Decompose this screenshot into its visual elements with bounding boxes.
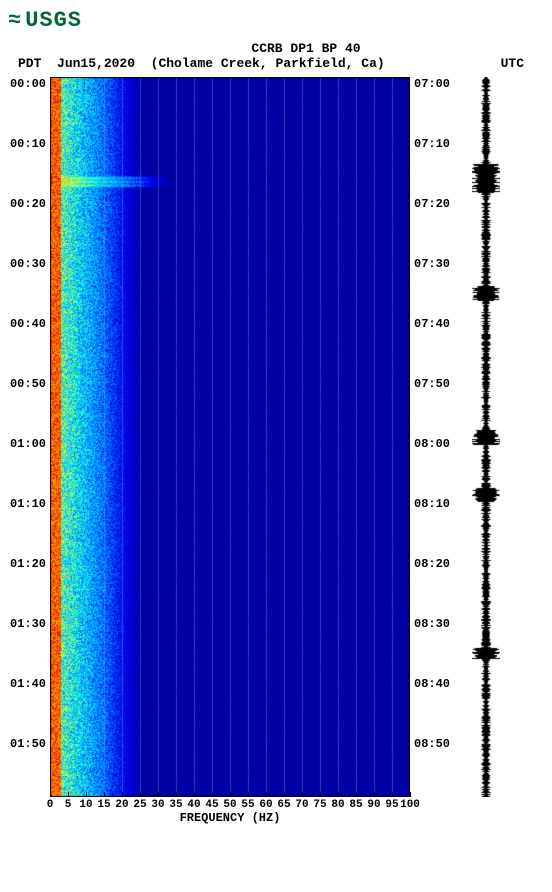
- y-right-tick: 08:50: [414, 737, 450, 751]
- y-right-tick: 07:40: [414, 317, 450, 331]
- y-left-tick: 00:20: [10, 197, 46, 211]
- x-tick: 30: [151, 799, 164, 811]
- x-tick: 85: [349, 799, 362, 811]
- y-right-tick: 08:20: [414, 557, 450, 571]
- y-left-tick: 01:20: [10, 557, 46, 571]
- x-axis: 0510152025303540455055606570758085909510…: [50, 797, 410, 827]
- x-tick: 35: [169, 799, 182, 811]
- y-right-tick: 08:00: [414, 437, 450, 451]
- x-tick: 80: [331, 799, 344, 811]
- x-tick: 45: [205, 799, 218, 811]
- spectrogram-wrap: 0510152025303540455055606570758085909510…: [50, 77, 410, 827]
- x-tick: 15: [97, 799, 110, 811]
- y-right-tick: 07:10: [414, 137, 450, 151]
- y-left-tick: 01:50: [10, 737, 46, 751]
- x-tick: 25: [133, 799, 146, 811]
- y-left-tick: 00:40: [10, 317, 46, 331]
- y-left-tick: 00:00: [10, 77, 46, 91]
- y-right-tick: 07:50: [414, 377, 450, 391]
- x-tick: 40: [187, 799, 200, 811]
- x-tick: 75: [313, 799, 326, 811]
- y-left-tick: 00:50: [10, 377, 46, 391]
- y-axis-left: 00:00 00:10 00:20 00:30 00:40 00:50 01:00 01:10…: [8, 77, 50, 797]
- y-right-tick: 07:30: [414, 257, 450, 271]
- chart-header: CCRB DP1 BP 40 PDT Jun15,2020 (Cholame C…: [8, 41, 544, 71]
- x-tick: 10: [79, 799, 92, 811]
- usgs-logo: ≈ USGS: [8, 8, 544, 33]
- spectrogram-canvas: [50, 77, 410, 797]
- logo-text: USGS: [25, 8, 82, 33]
- y-left-tick: 01:30: [10, 617, 46, 631]
- waveform-canvas: [472, 77, 500, 797]
- y-right-tick: 07:20: [414, 197, 450, 211]
- x-tick-container: 0510152025303540455055606570758085909510…: [50, 797, 410, 811]
- logo-wave-icon: ≈: [8, 8, 21, 33]
- x-tick: 55: [241, 799, 254, 811]
- station-title: CCRB DP1 BP 40: [68, 41, 544, 56]
- x-tick: 100: [400, 799, 420, 811]
- y-left-tick: 00:30: [10, 257, 46, 271]
- x-tick: 0: [47, 799, 54, 811]
- x-axis-label: FREQUENCY (HZ): [50, 811, 410, 825]
- y-right-tick: 08:40: [414, 677, 450, 691]
- y-right-tick: 08:30: [414, 617, 450, 631]
- y-right-tick: 07:00: [414, 77, 450, 91]
- x-tick: 60: [259, 799, 272, 811]
- x-tick: 5: [65, 799, 72, 811]
- y-left-tick: 01:40: [10, 677, 46, 691]
- x-tick: 50: [223, 799, 236, 811]
- x-tick: 65: [277, 799, 290, 811]
- plot-area: 00:00 00:10 00:20 00:30 00:40 00:50 01:00 01:10…: [8, 77, 544, 827]
- waveform-wrap: [472, 77, 500, 797]
- y-axis-right: 07:00 07:10 07:20 07:30 07:40 07:50 08:00 08:10…: [410, 77, 452, 797]
- x-tick: 70: [295, 799, 308, 811]
- x-tick: 20: [115, 799, 128, 811]
- tz-left: PDT Jun15,2020 (Cholame Creek, Parkfield…: [18, 56, 385, 71]
- y-left-tick: 00:10: [10, 137, 46, 151]
- y-left-tick: 01:10: [10, 497, 46, 511]
- tz-right: UTC: [501, 56, 524, 71]
- x-tick: 90: [367, 799, 380, 811]
- y-right-tick: 08:10: [414, 497, 450, 511]
- x-tick: 95: [385, 799, 398, 811]
- y-left-tick: 01:00: [10, 437, 46, 451]
